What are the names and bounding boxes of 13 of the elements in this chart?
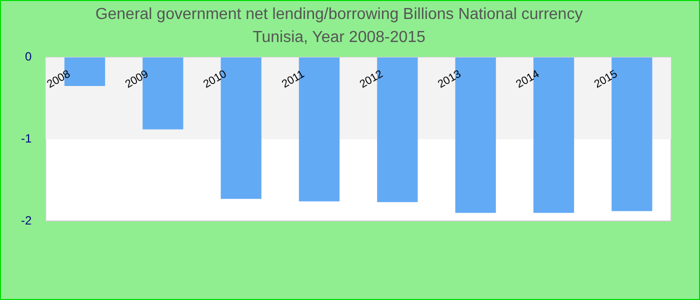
x-tick-label: 2010 [202, 68, 229, 91]
chart-subtitle: Tunisia, Year 2008-2015 [252, 29, 426, 46]
x-tick-label: 2014 [514, 68, 542, 91]
y-tick-label: 0 [24, 50, 32, 64]
x-tick-label: 2013 [436, 68, 464, 91]
x-tick-label: 2008 [45, 68, 72, 91]
y-tick-label: -1 [21, 132, 32, 146]
x-tick-label: 2012 [358, 68, 386, 91]
x-tick-label: 2011 [280, 68, 307, 91]
chart-title: General government net lending/borrowing Billions National currency [95, 6, 583, 24]
x-tick-label: 2015 [592, 68, 620, 91]
y-tick-label: -2 [21, 213, 32, 228]
x-tick-label: 2009 [123, 68, 151, 91]
